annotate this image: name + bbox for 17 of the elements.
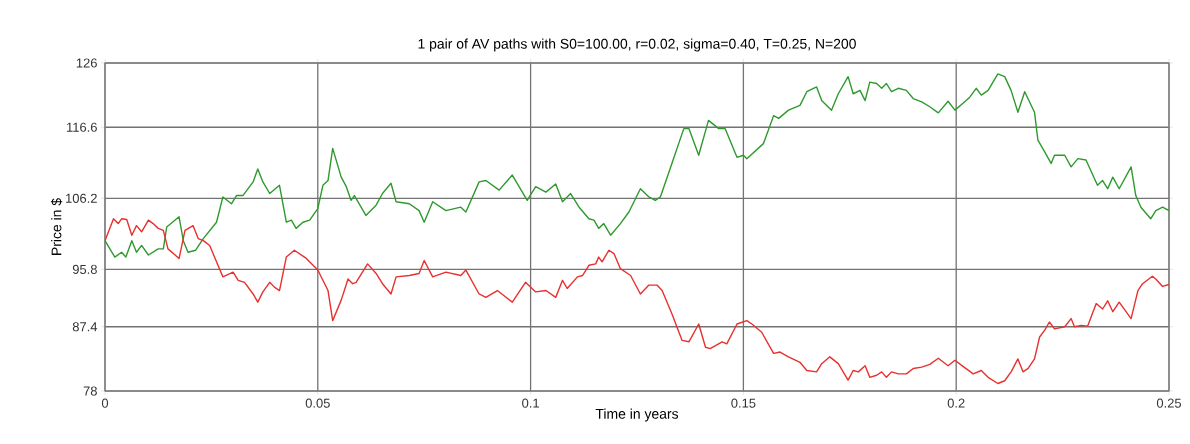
y-tick-label: 126 (76, 58, 97, 68)
line-series (105, 73, 1169, 258)
x-tick-label: 0.15 (731, 398, 756, 408)
x-axis-title: Time in years (595, 408, 679, 422)
line-series (105, 218, 1169, 385)
x-tick-label: 0.05 (305, 398, 330, 408)
x-tick-label: 0.25 (1156, 398, 1182, 408)
y-tick-label: 87.4 (72, 322, 98, 332)
x-tick-label: 0.2 (947, 398, 965, 408)
x-tick-label: 0.1 (522, 398, 539, 408)
y-tick-label: 106.2 (66, 193, 97, 203)
y-tick-label: 116.6 (67, 122, 97, 132)
y-tick-label: 78 (83, 386, 97, 396)
y-axis-title: Price in $ (50, 198, 63, 255)
x-tick-label: 0 (101, 398, 109, 408)
y-tick-label: 95.8 (72, 264, 97, 274)
chart-title: 1 pair of AV paths with S0=100.00, r=0.02, sigma=0.40, T=0.25, N=200 (418, 38, 856, 52)
